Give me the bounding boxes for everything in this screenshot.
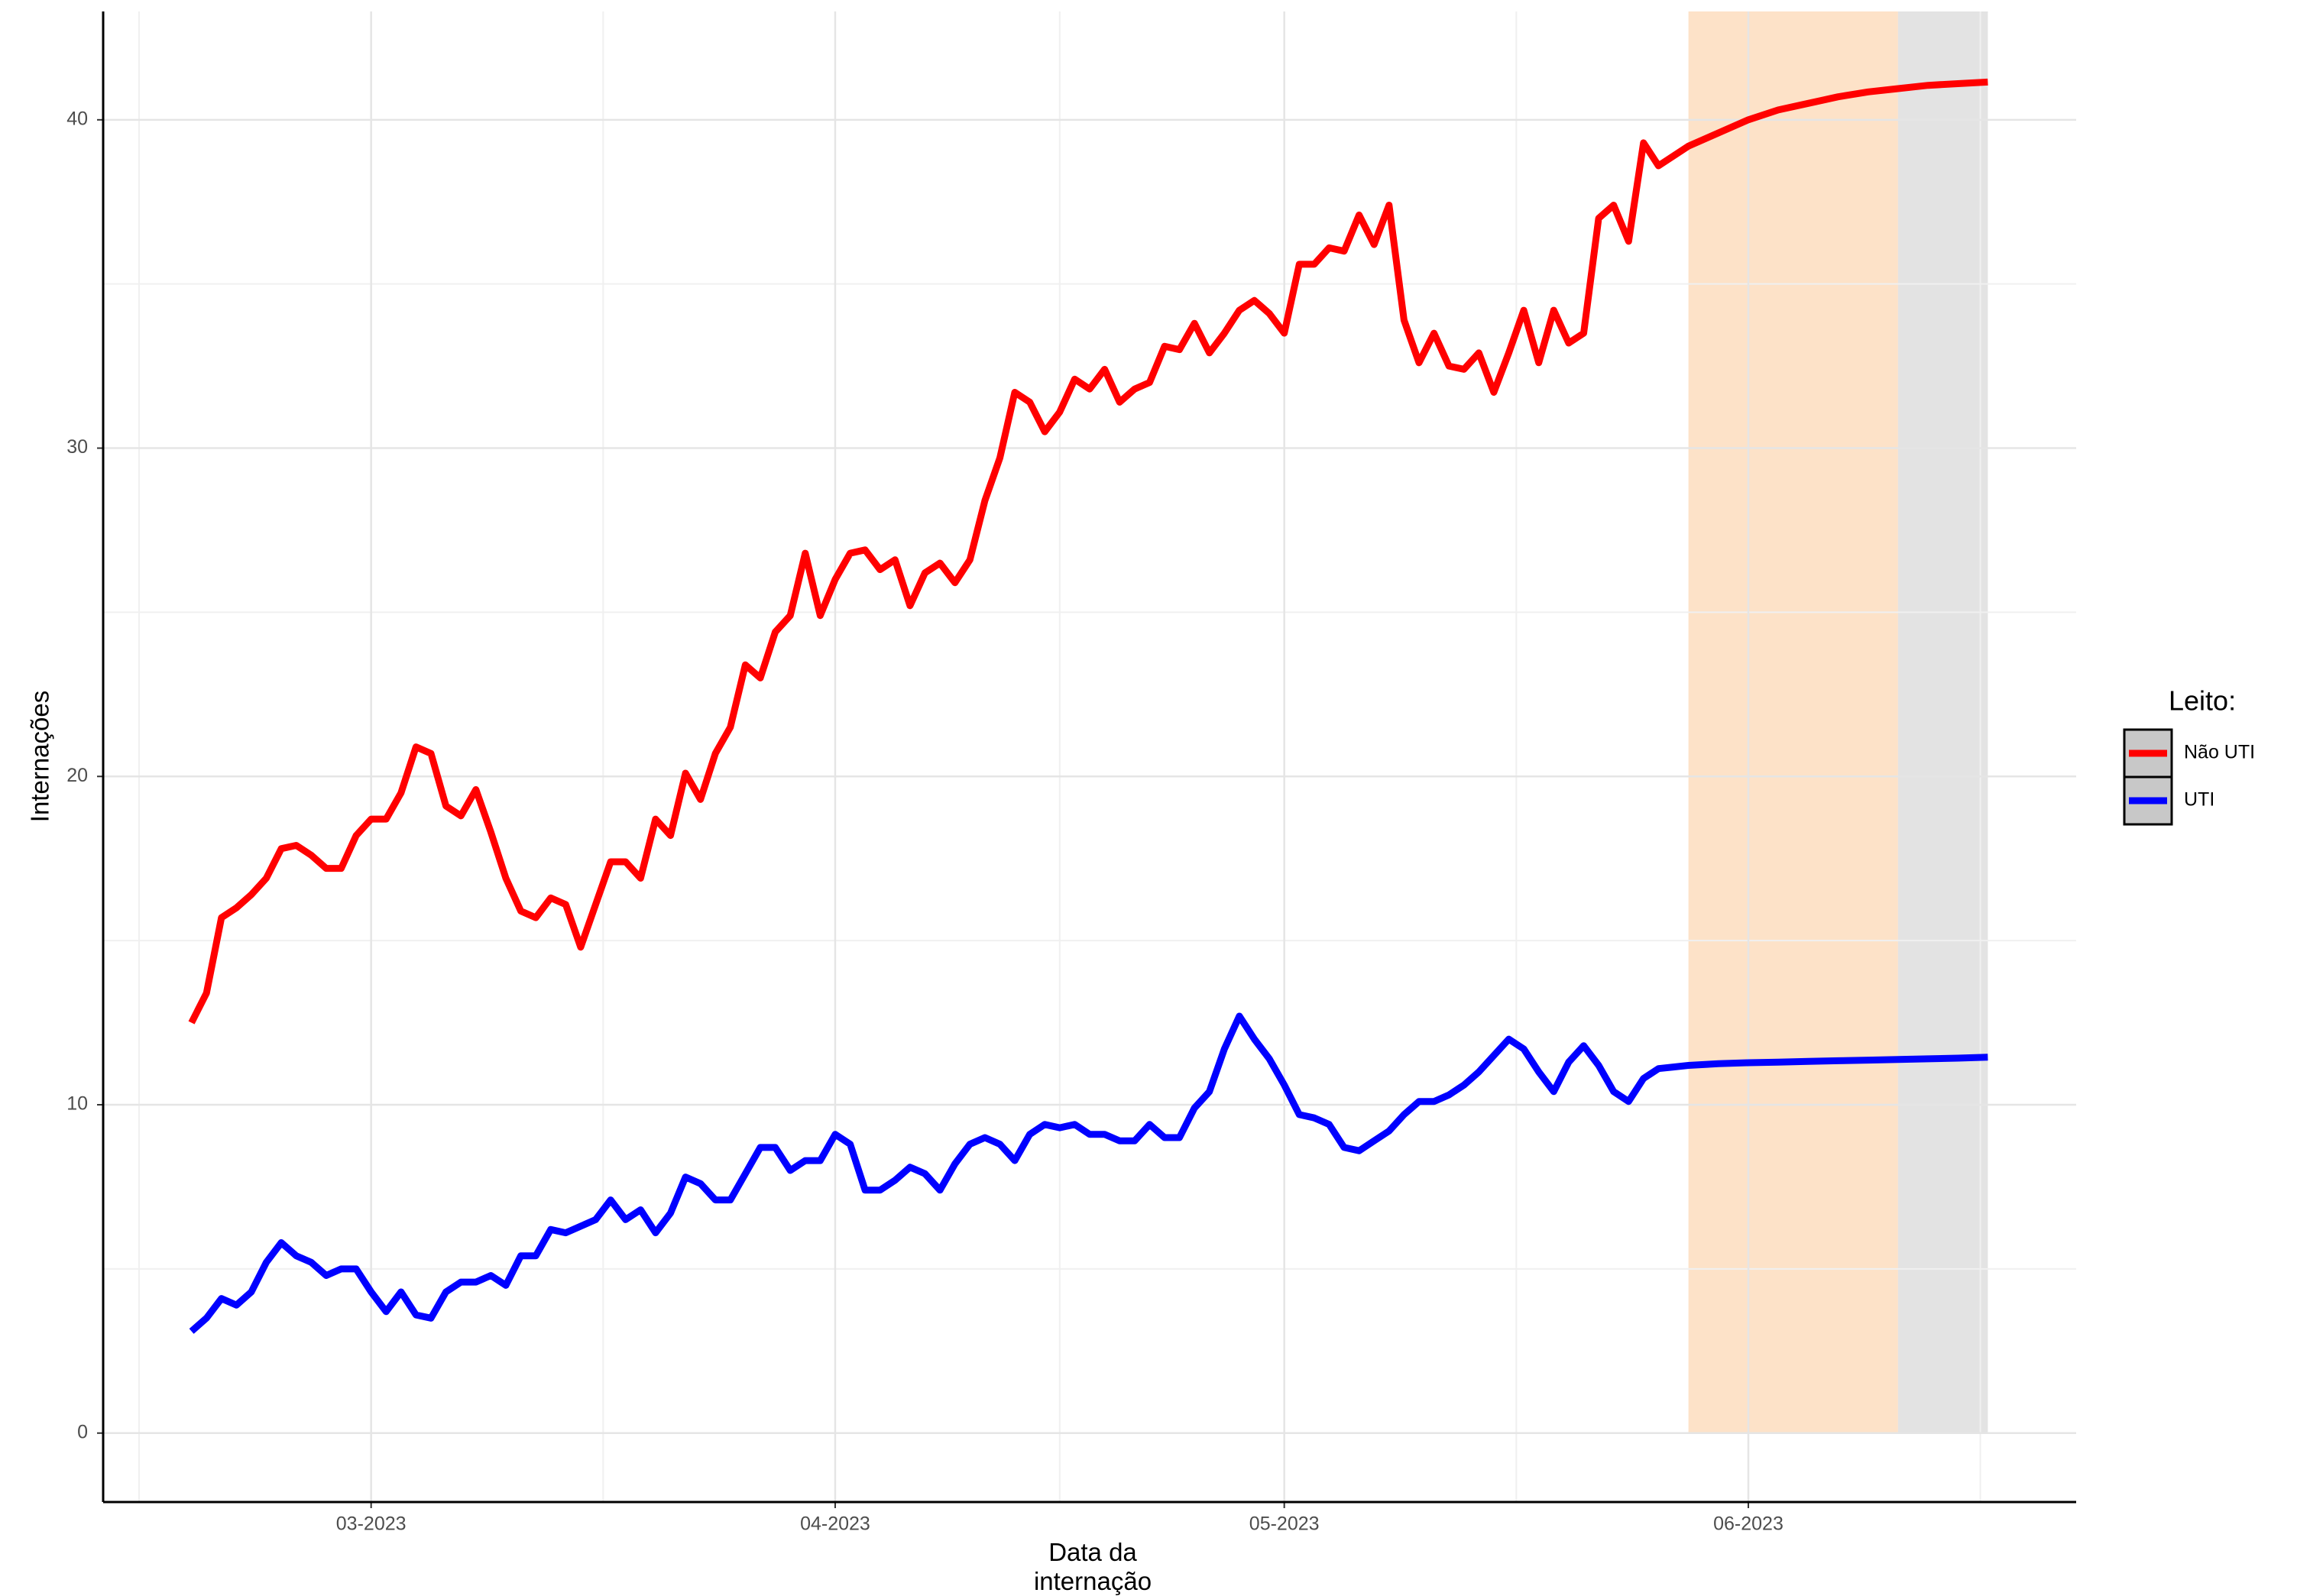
y-axis-title: Internações (26, 691, 54, 822)
y-tick-label: 40 (66, 108, 88, 129)
legend-label: UTI (2184, 789, 2214, 811)
forecast-band (1897, 11, 1988, 1433)
forecast-band (1688, 11, 1898, 1433)
x-axis-title: Data da internação (1033, 1538, 1152, 1595)
legend-label: Não UTI (2184, 742, 2255, 763)
y-tick-label: 0 (77, 1421, 88, 1442)
x-tick-label: 04-2023 (800, 1513, 870, 1535)
y-tick-label: 20 (66, 765, 88, 786)
series-line (189, 1012, 1988, 1334)
plot-area (103, 11, 2076, 1502)
series-line (188, 78, 1988, 1025)
x-tick-label: 06-2023 (1713, 1513, 1783, 1535)
x-tick-label: 05-2023 (1249, 1513, 1320, 1535)
x-tick-label: 03-2023 (336, 1513, 407, 1535)
y-tick-label: 10 (66, 1093, 88, 1115)
legend-title: Leito: (2169, 685, 2236, 717)
y-tick-label: 30 (66, 436, 88, 458)
